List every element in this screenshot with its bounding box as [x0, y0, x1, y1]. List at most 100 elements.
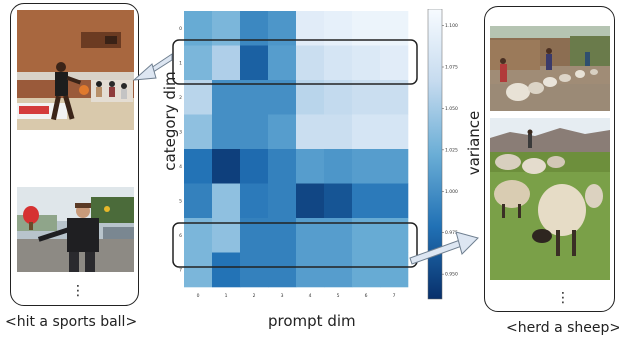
heatmap-cell-r2-c4: [296, 80, 325, 115]
heatmap-cell-r1-c6: [352, 45, 381, 81]
heatmap-cell-r5-c4: [296, 183, 325, 219]
heatmap-cell-r4-c0: [184, 149, 213, 184]
heatmap-cell-r6-c1: [212, 218, 241, 253]
y-axis-title: category dim: [161, 71, 179, 171]
colorbar: 1.100 1.075 1.050 1.025 1.000 0.975 0.950: [426, 9, 466, 301]
heatmap-cell-r7-c1: [212, 252, 241, 288]
colorbar-tick-label: 1.025: [445, 147, 458, 153]
heatmap-cell-r5-c5: [324, 183, 353, 219]
heatmap-cell-r1-c5: [324, 45, 353, 81]
heatmap-cell-r0-c5: [324, 11, 353, 46]
x-tick-label: 2: [253, 293, 256, 299]
right-more-examples-ellipsis: ⋮: [556, 290, 570, 306]
heatmap-cell-r0-c0: [184, 11, 213, 46]
heatmap-cell-r6-c2: [240, 218, 269, 253]
heatmap-cell-r5-c1: [212, 183, 241, 219]
y-tick-label: 3: [179, 129, 182, 135]
heatmap-cell-r5-c6: [352, 183, 381, 219]
heatmap-cell-r4-c2: [240, 149, 269, 184]
heatmap-cell-r0-c1: [212, 11, 241, 46]
heatmap-cell-r7-c7: [380, 252, 409, 288]
x-tick-label: 4: [309, 293, 312, 299]
heatmap-cell-r1-c3: [268, 45, 297, 81]
y-tick-label: 1: [179, 60, 182, 66]
x-tick-label: 6: [365, 293, 368, 299]
left-more-examples-ellipsis: ⋮: [71, 283, 85, 299]
heatmap-cell-r6-c5: [324, 218, 353, 253]
heatmap-cell-r2-c6: [352, 80, 381, 115]
x-axis-title: prompt dim: [268, 312, 356, 330]
basketball-photo: [17, 10, 134, 130]
colorbar-tick-label: 0.975: [445, 230, 458, 236]
x-tick-label: 1: [225, 293, 228, 299]
heatmap-cell-r3-c7: [380, 114, 409, 150]
heatmap-cell-r4-c3: [268, 149, 297, 184]
heatmap-cell-r1-c7: [380, 45, 409, 81]
x-tick-label: 0: [197, 293, 200, 299]
heatmap-cell-r3-c6: [352, 114, 381, 150]
heatmap-cell-r4-c7: [380, 149, 409, 184]
heatmap-cell-r7-c6: [352, 252, 381, 288]
heatmap-cell-r3-c2: [240, 114, 269, 150]
colorbar-gradient: [427, 9, 443, 300]
heatmap-cell-r6-c0: [184, 218, 213, 253]
heatmap-cell-r2-c3: [268, 80, 297, 115]
heatmap-cell-r7-c3: [268, 252, 297, 288]
heatmap-cell-r0-c7: [380, 11, 409, 46]
left-category-caption: <hit a sports ball>: [5, 314, 138, 330]
x-tick-label: 5: [337, 293, 340, 299]
heatmap-cell-r1-c2: [240, 45, 269, 81]
heatmap-cell-r1-c4: [296, 45, 325, 81]
heatmap-cell-r4-c4: [296, 149, 325, 184]
heatmap-cell-r4-c6: [352, 149, 381, 184]
heatmap-cell-r6-c6: [352, 218, 381, 253]
heatmap-cell-r2-c7: [380, 80, 409, 115]
heatmap-cell-r5-c3: [268, 183, 297, 219]
heatmap: 0 1 2 3 4 5 6 7 0 1 2 3 4 5 6 7: [178, 9, 414, 316]
sheep-flock-road-photo: [490, 26, 610, 111]
heatmap-cell-r3-c0: [184, 114, 213, 150]
x-tick-label: 7: [393, 293, 396, 299]
colorbar-tick-label: 1.000: [445, 189, 458, 195]
heatmap-cell-r3-c3: [268, 114, 297, 150]
heatmap-cell-r6-c7: [380, 218, 409, 253]
heatmap-cell-r5-c7: [380, 183, 409, 219]
heatmap-cell-r7-c4: [296, 252, 325, 288]
table-tennis-photo: [17, 187, 134, 272]
y-tick-label: 6: [179, 233, 182, 239]
y-tick-label: 5: [179, 198, 182, 204]
right-category-caption: <herd a sheep>: [506, 320, 619, 336]
colorbar-tick-label: 1.100: [445, 23, 458, 29]
y-tick-label: 2: [179, 95, 182, 101]
heatmap-cell-r2-c0: [184, 80, 213, 115]
heatmap-cell-r3-c4: [296, 114, 325, 150]
colorbar-tick-label: 1.050: [445, 106, 458, 112]
heatmap-cell-r2-c1: [212, 80, 241, 115]
colorbar-tick-label: 0.950: [445, 272, 458, 278]
heatmap-cell-r6-c3: [268, 218, 297, 253]
heatmap-cell-r4-c1: [212, 149, 241, 184]
heatmap-cell-r7-c2: [240, 252, 269, 288]
x-tick-label: 3: [281, 293, 284, 299]
heatmap-cell-r3-c1: [212, 114, 241, 150]
heatmap-cell-r6-c4: [296, 218, 325, 253]
heatmap-cell-r0-c2: [240, 11, 269, 46]
heatmap-cell-r0-c3: [268, 11, 297, 46]
heatmap-cell-r3-c5: [324, 114, 353, 150]
heatmap-cell-r4-c5: [324, 149, 353, 184]
heatmap-cell-r0-c4: [296, 11, 325, 46]
heatmap-cell-r1-c0: [184, 45, 213, 81]
y-tick-label: 0: [179, 26, 182, 32]
heatmap-cell-r0-c6: [352, 11, 381, 46]
heatmap-cell-r2-c5: [324, 80, 353, 115]
heatmap-cell-r7-c0: [184, 252, 213, 288]
colorbar-title: variance: [465, 110, 483, 176]
y-tick-label: 7: [179, 267, 182, 273]
sheep-grazing-photo: [490, 118, 610, 280]
heatmap-cell-r5-c0: [184, 183, 213, 219]
colorbar-tick-label: 1.075: [445, 65, 458, 71]
heatmap-cell-r2-c2: [240, 80, 269, 115]
heatmap-cell-r7-c5: [324, 252, 353, 288]
heatmap-cell-r1-c1: [212, 45, 241, 81]
heatmap-cell-r5-c2: [240, 183, 269, 219]
